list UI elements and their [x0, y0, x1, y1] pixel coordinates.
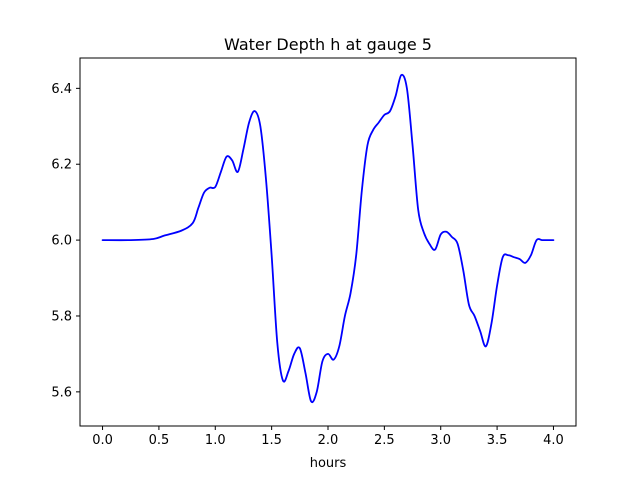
y-axis: 5.6 5.8 6.0 6.2 6.4 — [51, 82, 80, 400]
x-tick-label: 1.5 — [261, 433, 282, 448]
y-tick-label: 6.0 — [51, 234, 72, 249]
x-axis: 0.0 0.5 1.0 1.5 2.0 2.5 3.0 3.5 4.0 — [92, 426, 564, 448]
x-tick-label: 0.0 — [92, 433, 113, 448]
x-tick-label: 4.0 — [543, 433, 564, 448]
plot-area — [101, 73, 555, 404]
x-tick-label: 2.5 — [374, 433, 395, 448]
x-tick-label: 2.0 — [318, 433, 339, 448]
series-line-1 — [101, 73, 555, 404]
y-tick-label: 5.8 — [51, 309, 72, 324]
x-tick-label: 1.0 — [205, 433, 226, 448]
chart-title: Water Depth h at gauge 5 — [224, 35, 432, 54]
x-tick-label: 3.5 — [487, 433, 508, 448]
y-tick-label: 5.6 — [51, 385, 72, 400]
y-tick-label: 6.2 — [51, 158, 72, 173]
x-axis-title: hours — [310, 456, 347, 471]
x-tick-label: 3.0 — [430, 433, 451, 448]
x-tick-label: 0.5 — [149, 433, 170, 448]
y-tick-label: 6.4 — [51, 82, 72, 97]
